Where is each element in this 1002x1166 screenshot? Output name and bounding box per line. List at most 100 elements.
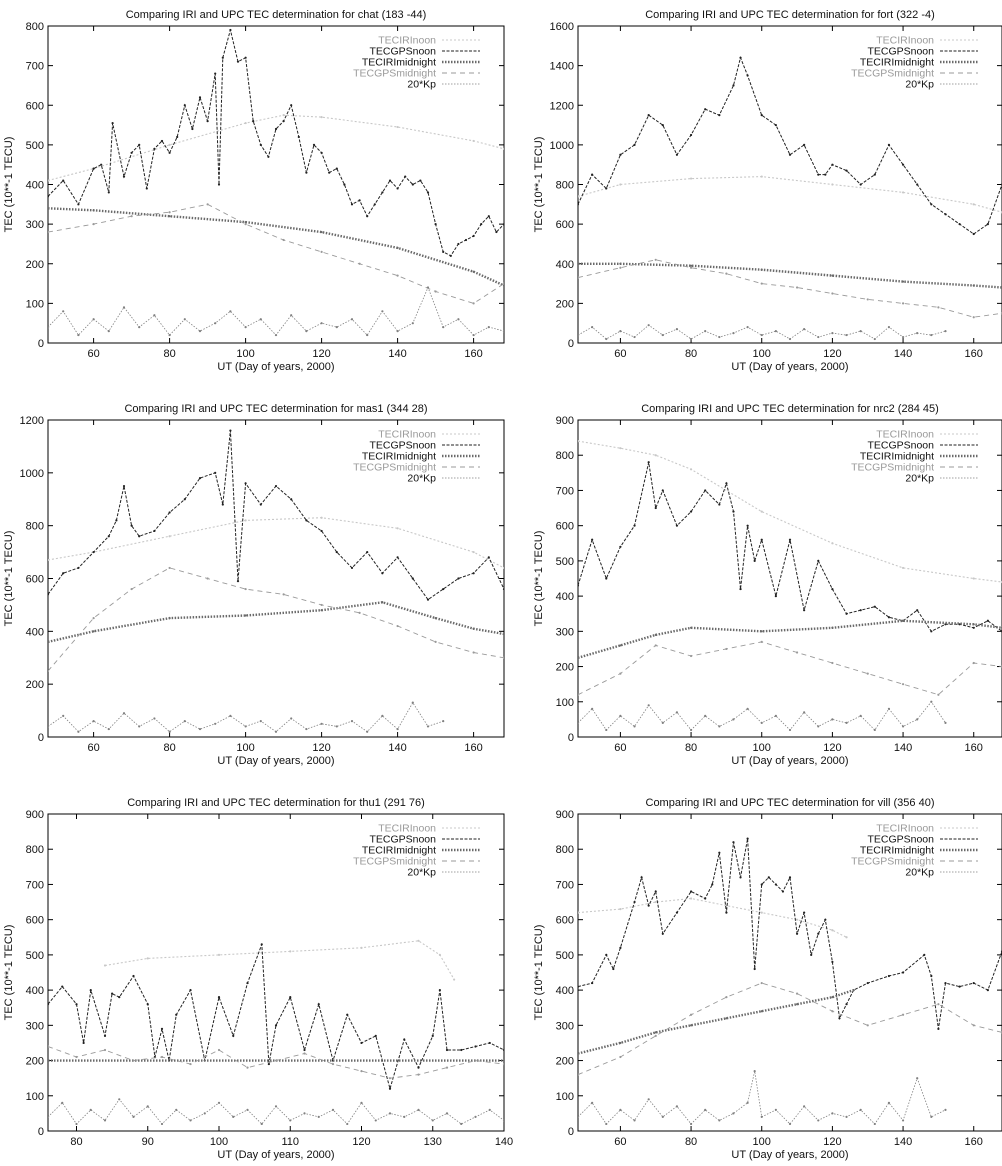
- series-line-tecirimidnight: [48, 207, 504, 287]
- data-point: [732, 841, 735, 844]
- data-point: [753, 967, 756, 971]
- data-point: [89, 1108, 92, 1111]
- data-point: [760, 630, 763, 633]
- data-point: [434, 290, 437, 293]
- data-point: [289, 1119, 292, 1122]
- data-point: [760, 114, 763, 117]
- data-point: [48, 230, 50, 234]
- chart-title: Comparing IRI and UPC TEC determination …: [127, 797, 425, 809]
- data-point: [282, 593, 285, 596]
- data-point: [619, 908, 622, 911]
- data-point: [774, 1108, 777, 1111]
- data-point: [817, 173, 820, 176]
- data-point: [221, 56, 224, 59]
- data-point: [930, 630, 933, 633]
- data-point: [206, 203, 209, 206]
- data-point: [633, 524, 636, 527]
- data-point: [704, 330, 707, 333]
- data-point: [61, 1101, 64, 1104]
- data-point: [502, 1048, 504, 1052]
- data-point: [578, 1115, 580, 1119]
- data-point: [472, 550, 475, 554]
- data-point: [923, 953, 926, 956]
- data-point: [647, 904, 650, 907]
- data-point: [578, 195, 580, 198]
- data-point: [591, 981, 594, 985]
- data-point: [92, 720, 95, 723]
- data-point: [788, 153, 792, 156]
- data-point: [198, 330, 202, 333]
- data-point: [704, 1108, 707, 1111]
- data-point: [214, 471, 217, 474]
- y-tick-label: 900: [556, 415, 574, 427]
- series-line-tecirinoon: [104, 940, 455, 980]
- series-line-tecirinoon: [578, 440, 1002, 583]
- data-point: [661, 932, 664, 935]
- data-point: [689, 1122, 693, 1126]
- data-point: [831, 274, 834, 277]
- data-point: [229, 28, 232, 32]
- data-point: [817, 559, 820, 562]
- data-point: [130, 151, 133, 154]
- data-point: [232, 1115, 235, 1119]
- data-point: [168, 333, 171, 337]
- data-point: [445, 1048, 449, 1052]
- data-point: [191, 127, 194, 131]
- data-point: [795, 1003, 799, 1006]
- data-point: [417, 939, 420, 942]
- y-tick-label: 700: [556, 485, 574, 497]
- y-tick-label: 800: [26, 521, 44, 533]
- series-line-tecirinoon: [578, 897, 847, 938]
- data-point: [873, 728, 876, 732]
- data-point: [103, 1034, 107, 1037]
- data-point: [654, 890, 657, 893]
- data-point: [619, 447, 622, 450]
- data-point: [417, 1108, 420, 1111]
- data-point: [725, 482, 728, 485]
- data-point: [118, 1098, 121, 1101]
- x-tick-label: 140: [894, 1136, 912, 1148]
- data-point: [107, 727, 110, 731]
- y-tick-label: 300: [556, 1020, 574, 1032]
- y-tick-label: 200: [26, 259, 44, 271]
- x-tick-label: 100: [236, 742, 254, 754]
- data-point: [795, 932, 799, 935]
- data-point: [320, 516, 323, 519]
- data-point: [901, 1119, 905, 1122]
- legend-label: TECGPSnoon: [369, 46, 436, 58]
- data-point: [160, 1122, 164, 1126]
- data-point: [689, 177, 693, 180]
- series-group: [48, 429, 504, 733]
- data-point: [845, 333, 848, 337]
- data-point: [831, 163, 834, 166]
- legend-label: TECIRImidnight: [362, 57, 436, 69]
- y-tick-label: 300: [26, 1020, 44, 1032]
- data-point: [297, 135, 300, 139]
- data-point: [704, 897, 707, 900]
- data-point: [122, 306, 126, 309]
- data-point: [654, 1034, 657, 1037]
- data-point: [426, 191, 430, 194]
- data-point: [831, 1010, 834, 1013]
- data-point: [845, 1003, 848, 1006]
- x-axis-label: UT (Day of years, 2000): [731, 361, 848, 373]
- data-point: [168, 151, 171, 154]
- data-point: [320, 116, 323, 119]
- x-axis-label: UT (Day of years, 2000): [731, 1149, 848, 1161]
- data-point: [760, 981, 763, 985]
- data-point: [605, 1122, 608, 1126]
- x-tick-label: 100: [753, 742, 771, 754]
- series-group: [48, 28, 504, 337]
- data-point: [732, 510, 735, 513]
- data-point: [388, 1112, 392, 1115]
- data-point: [366, 333, 369, 337]
- data-point: [866, 981, 869, 985]
- data-point: [661, 333, 664, 337]
- series-line-tecgpsnoon: [578, 462, 1002, 632]
- data-point: [831, 331, 834, 335]
- data-point: [411, 322, 414, 325]
- x-tick-label: 60: [87, 348, 99, 360]
- data-point: [887, 326, 891, 329]
- data-point: [168, 617, 171, 620]
- data-point: [487, 556, 490, 559]
